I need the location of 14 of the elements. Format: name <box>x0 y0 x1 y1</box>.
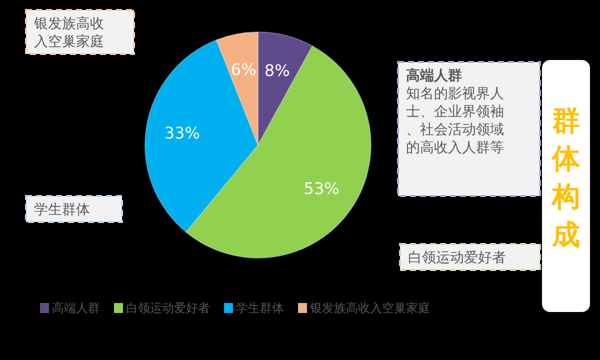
data-label: 6% <box>230 60 256 80</box>
text: 群体构成 <box>551 104 581 251</box>
data-label: 8% <box>264 61 290 80</box>
text: 知名的影视界人士、企业界领袖、社会活动领域的高收入人群等 <box>406 86 504 156</box>
legend-label: 银发族高收入空巢家庭 <box>309 301 430 316</box>
legend-label: 高端人群 <box>52 301 100 316</box>
slice-label: 学生群体 <box>34 202 90 218</box>
legend-label: 学生群体 <box>236 301 284 316</box>
text: 高端人群 <box>406 66 462 84</box>
legend-label: 白领运动爱好者 <box>126 301 210 316</box>
data-label: 53% <box>304 178 340 198</box>
text: 银发族高收入空巢家庭 <box>33 16 104 50</box>
slice-label: 白领运动爱好者 <box>408 250 506 266</box>
data-label: 33% <box>164 124 200 143</box>
